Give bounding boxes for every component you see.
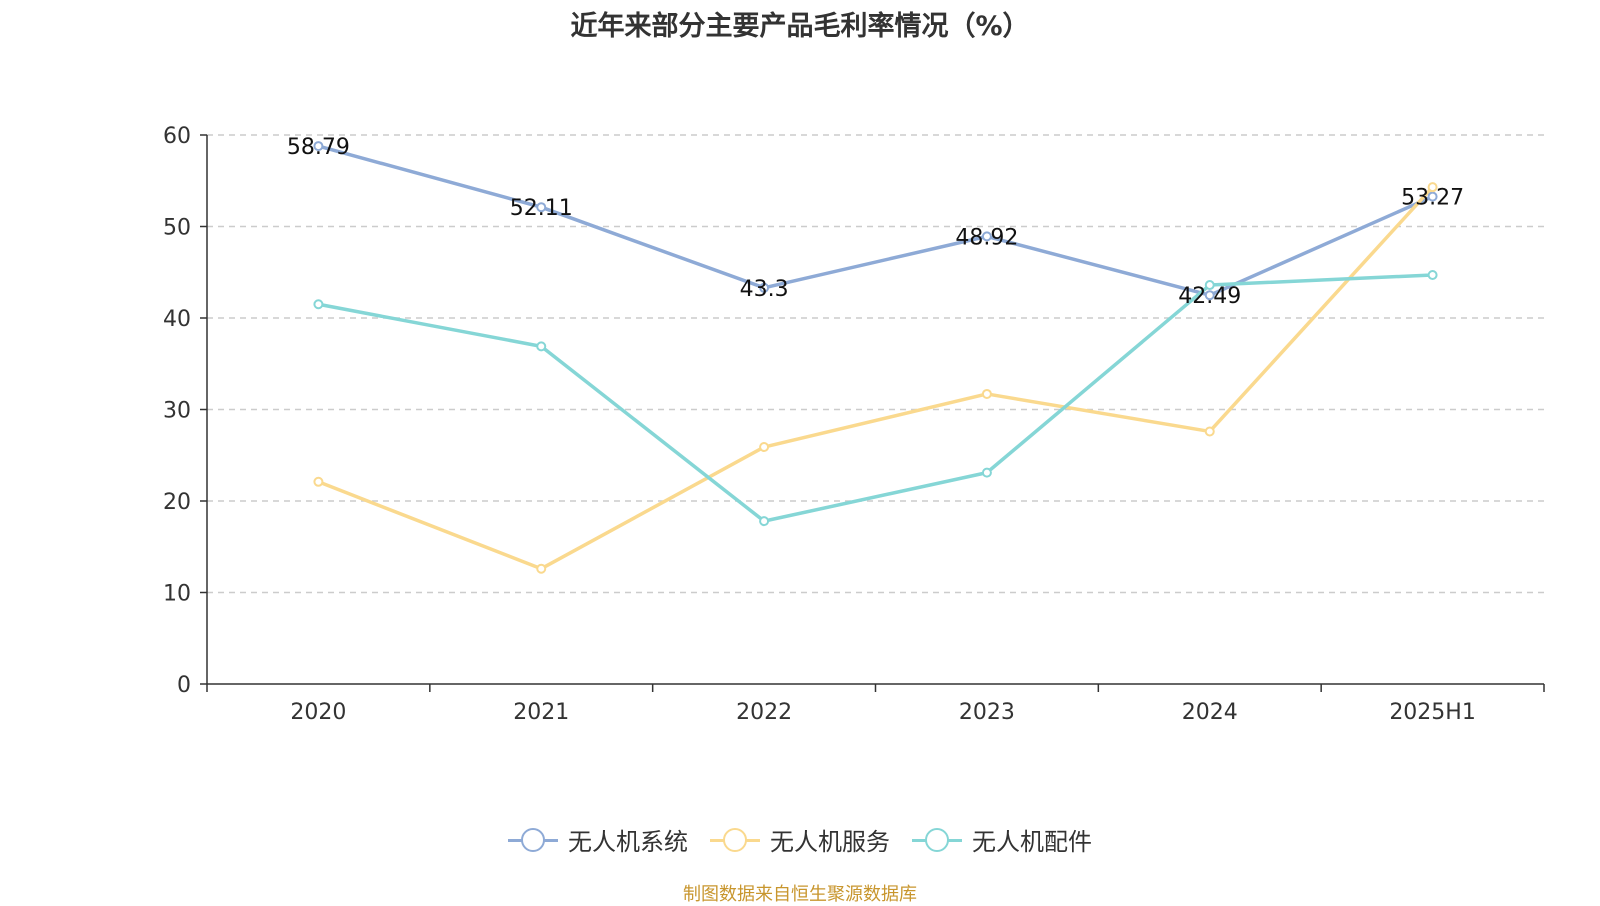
- legend-item[interactable]: 无人机配件: [912, 822, 1092, 857]
- legend-item[interactable]: 无人机系统: [508, 822, 688, 857]
- data-label: 58.79: [287, 135, 350, 160]
- data-label: 53.27: [1401, 186, 1464, 211]
- data-point: [313, 299, 324, 310]
- data-point: [981, 467, 992, 478]
- data-point: [1427, 191, 1438, 202]
- data-labels: 58.79 52.11 43.3 48.92 42.49 53.27: [287, 135, 1464, 309]
- x-tick-label: 2022: [736, 700, 792, 725]
- legend-marker-icon: [912, 827, 962, 853]
- legend-label: 无人机配件: [972, 828, 1092, 856]
- x-tick-label: 2020: [290, 700, 346, 725]
- x-tick-label: 2025H1: [1389, 700, 1476, 725]
- legend-marker-icon: [710, 827, 760, 853]
- data-point: [759, 516, 770, 527]
- data-point: [313, 141, 324, 152]
- data-point: [981, 231, 992, 242]
- series-line-2: [316, 185, 1435, 571]
- axes: 0 10 20 30 40 50 60 2020 2021 2022 2023 2024 2025H1: [163, 124, 1545, 725]
- x-tick-label: 2023: [959, 700, 1015, 725]
- y-tick-label: 30: [163, 399, 191, 424]
- data-point: [313, 476, 324, 487]
- data-point: [1204, 426, 1215, 437]
- legend-label: 无人机服务: [770, 828, 890, 856]
- data-label: 43.3: [740, 277, 789, 302]
- data-point: [536, 341, 547, 352]
- data-point: [759, 282, 770, 293]
- legend: 无人机系统 无人机服务 无人机配件: [0, 822, 1600, 857]
- y-tick-label: 10: [163, 582, 191, 607]
- y-tick-label: 60: [163, 124, 191, 149]
- grid-lines: [207, 134, 1544, 594]
- source-note: 制图数据来自恒生聚源数据库: [683, 884, 917, 905]
- data-point: [536, 202, 547, 213]
- y-tick-label: 20: [163, 490, 191, 515]
- y-tick-label: 0: [177, 673, 191, 698]
- legend-label: 无人机系统: [568, 828, 688, 856]
- data-point: [1427, 269, 1438, 280]
- series-line-3: [316, 273, 1435, 523]
- data-point: [981, 388, 992, 399]
- data-label: 48.92: [955, 225, 1018, 250]
- data-point: [536, 563, 547, 574]
- x-tick-label: 2021: [513, 700, 569, 725]
- x-tick-label: 2024: [1182, 700, 1238, 725]
- data-label: 52.11: [510, 196, 573, 221]
- data-point: [759, 442, 770, 453]
- series-points: [313, 141, 1438, 574]
- data-point: [1427, 182, 1438, 193]
- chart-title: 近年来部分主要产品毛利率情况（%）: [570, 11, 1030, 42]
- legend-marker-icon: [508, 827, 558, 853]
- legend-item[interactable]: 无人机服务: [710, 822, 890, 857]
- y-tick-label: 50: [163, 216, 191, 241]
- series-line-1: [316, 144, 1435, 297]
- data-label: 42.49: [1178, 284, 1241, 309]
- series-lines: [316, 144, 1435, 571]
- data-point: [1204, 280, 1215, 291]
- data-point: [1204, 290, 1215, 301]
- y-tick-label: 40: [163, 307, 191, 332]
